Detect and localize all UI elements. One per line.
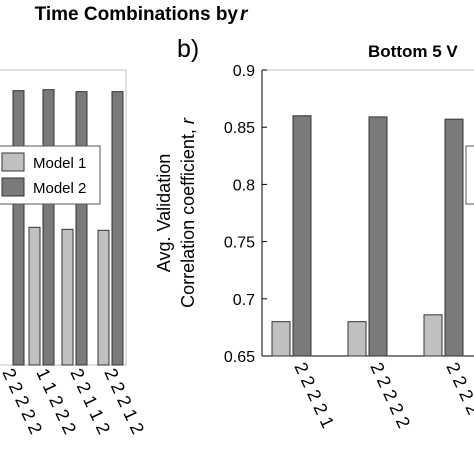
bar-model2	[444, 118, 464, 357]
category-code-label: 2 2 2 2	[442, 359, 474, 417]
panel-b-y-label-line2: Correlation coefficient, r	[178, 117, 198, 308]
y-tick-label: 0.65	[224, 349, 255, 366]
panel-b-legend-edge	[465, 145, 474, 205]
bar-model1	[61, 228, 74, 366]
bar-model1	[423, 314, 443, 357]
category-code-label: 2 2 2 2 2	[366, 359, 414, 431]
legend-label-model1: Model 1	[33, 155, 86, 172]
category-code-label: 2 2 2 2 1	[290, 359, 338, 431]
legend-swatch-model2	[1, 177, 25, 197]
panel-a-bars	[12, 89, 124, 366]
bar-model2	[75, 91, 88, 366]
panel-a-title-var: r	[240, 4, 249, 25]
panel-b-title: Bottom 5 V	[368, 42, 458, 61]
panel-b-y-label-line1: Avg. Validation	[154, 154, 174, 272]
bar-model2	[368, 116, 388, 357]
y-tick-label: 0.75	[224, 235, 255, 252]
legend-label-model2: Model 2	[33, 180, 86, 197]
panel-a-category-codes: 2 2 2 2 21 1 2 2 22 2 1 1 22 2 2 1 2	[0, 365, 148, 437]
panel-b-y-label-var: r	[178, 117, 198, 124]
panel-b-label: b)	[177, 35, 199, 63]
panel-a-title: Time Combinations by	[35, 4, 239, 25]
panel-b-category-codes: 2 2 2 2 1 2 2 2 2 2 2 2 2 2	[290, 359, 474, 431]
panel-b: 0.65 0.7 0.75 0.8 0.85 0.9 Avg. Validation Co…	[154, 63, 474, 431]
panel-a-legend: Model 1 Model 2	[0, 145, 101, 205]
panel-b-y-label-text: Correlation coefficient,	[178, 124, 198, 308]
bar-model1	[97, 229, 110, 366]
legend-swatch-model1	[1, 152, 25, 172]
panel-a: Model 1 Model 2 2 2 2 2 21 1 2 2 22 2 1 …	[0, 69, 148, 437]
bar-model2	[12, 90, 25, 366]
panel-b-bars	[271, 115, 464, 357]
bar-model2	[42, 89, 55, 366]
y-tick-label: 0.7	[233, 292, 255, 309]
bar-model1	[28, 226, 41, 366]
bar-model2	[292, 115, 312, 357]
panel-b-y-ticks: 0.65 0.7 0.75 0.8 0.85 0.9	[224, 63, 267, 366]
y-tick-label: 0.9	[233, 63, 255, 80]
bar-model2	[111, 91, 124, 366]
bar-model1	[271, 321, 291, 357]
y-tick-label: 0.8	[233, 177, 255, 194]
bar-model1	[347, 321, 367, 357]
y-tick-label: 0.85	[224, 120, 255, 137]
